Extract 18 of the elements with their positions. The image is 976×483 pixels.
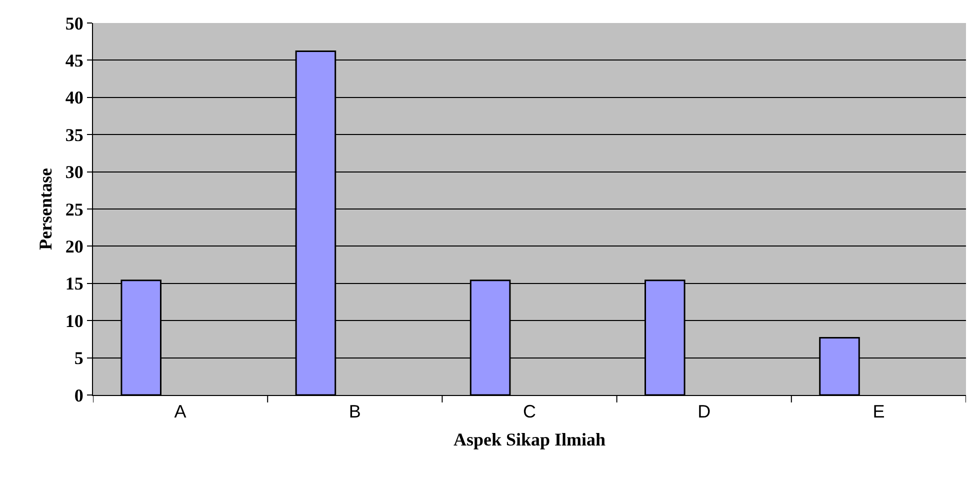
y-tick-label: 0 xyxy=(74,385,84,406)
x-tick-label: A xyxy=(174,402,186,422)
y-tick-label: 45 xyxy=(65,50,84,70)
y-tick-label: 35 xyxy=(65,124,84,145)
x-tick-label: D xyxy=(698,402,711,422)
x-tick-label: B xyxy=(348,402,361,422)
y-tick-label: 30 xyxy=(65,162,84,182)
y-tick-label: 10 xyxy=(65,310,84,331)
y-tick-label: 5 xyxy=(74,348,84,368)
x-tick-label: E xyxy=(872,402,885,422)
y-tick-label: 15 xyxy=(65,274,84,294)
x-axis-title: Aspek Sikap Ilmiah xyxy=(453,430,606,450)
y-tick-label: 50 xyxy=(65,13,84,34)
y-tick-label: 25 xyxy=(65,199,84,220)
y-axis-title: Persentase xyxy=(36,168,56,250)
x-tick-label: C xyxy=(523,402,536,422)
y-tick-label: 20 xyxy=(65,236,84,256)
y-tick-label: 40 xyxy=(65,88,84,108)
